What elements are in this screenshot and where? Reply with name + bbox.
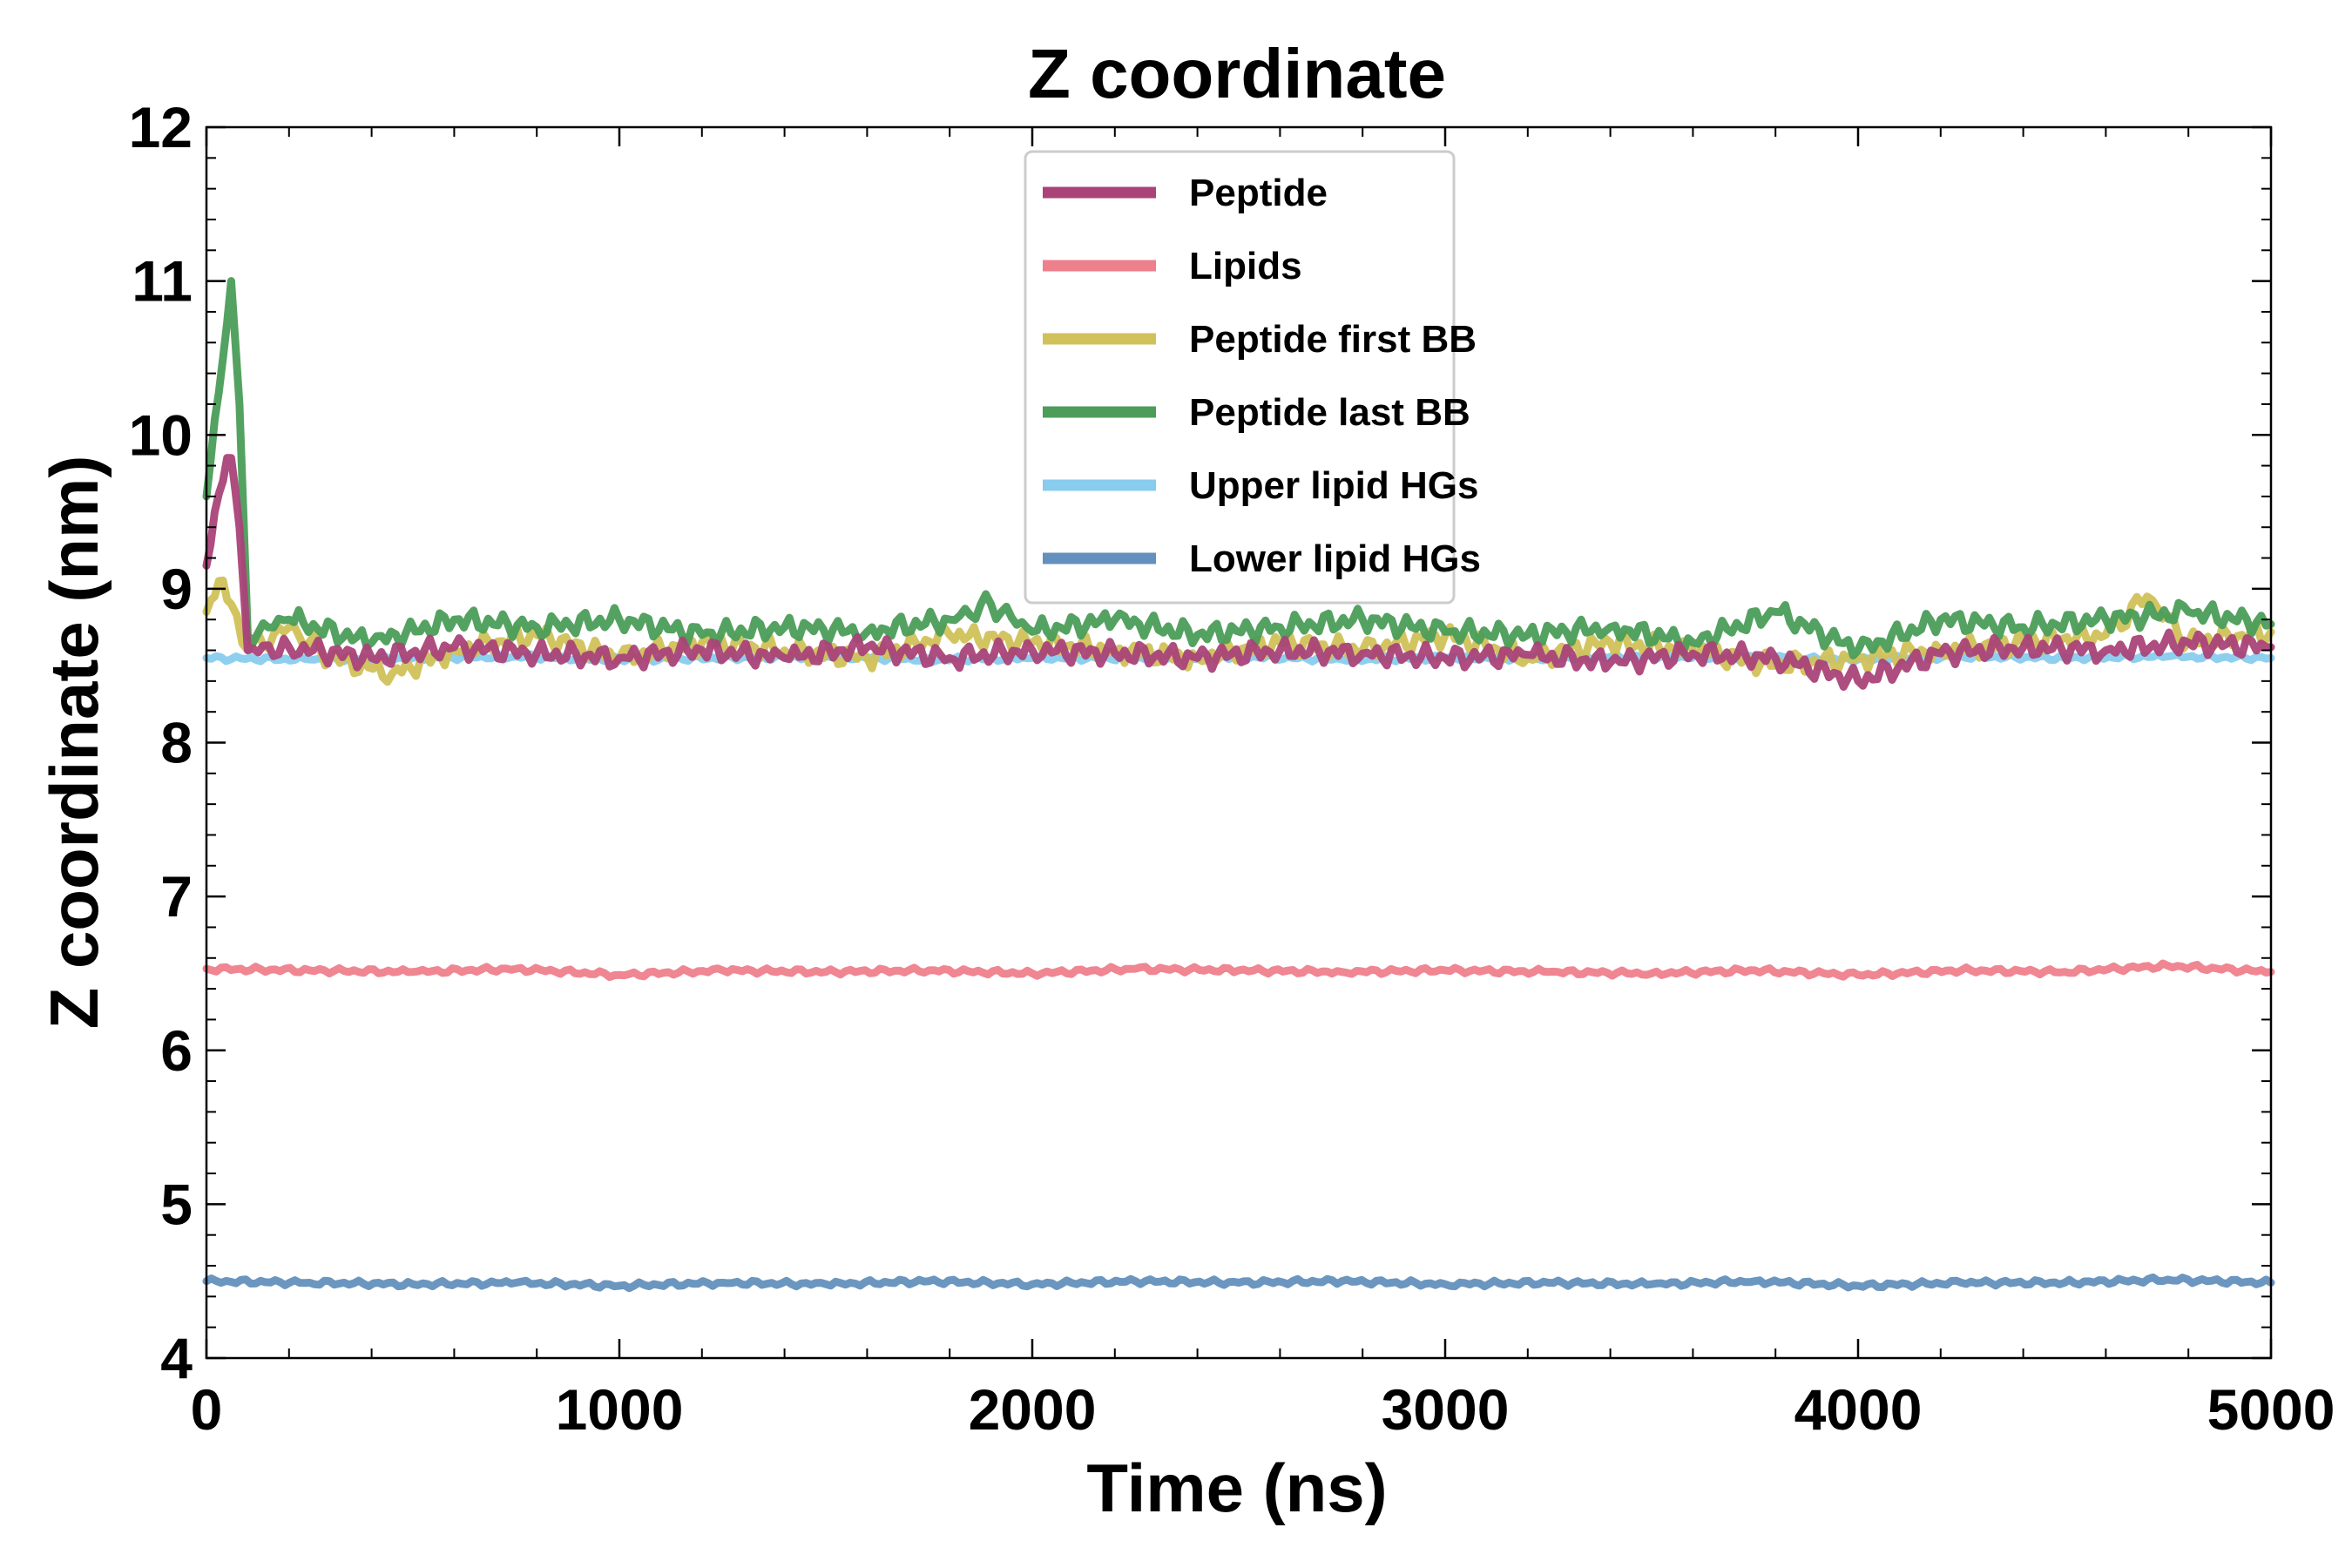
series-line-peptide-last-bb bbox=[202, 277, 2275, 659]
x-tick-label: 1000 bbox=[556, 1377, 684, 1442]
y-tick-label: 5 bbox=[160, 1172, 193, 1236]
series-line-lipids bbox=[202, 959, 2275, 982]
y-tick-label: 7 bbox=[160, 864, 193, 929]
ticks-layer bbox=[205, 125, 2273, 1360]
x-tick-label: 0 bbox=[191, 1377, 223, 1442]
y-tick-label: 9 bbox=[160, 557, 193, 621]
legend-label-peptide-last-bb: Peptide last BB bbox=[1189, 391, 1470, 434]
y-tick-label: 8 bbox=[160, 711, 193, 775]
legend-label-lipids: Lipids bbox=[1189, 245, 1302, 287]
plot-area bbox=[202, 125, 2275, 1360]
y-tick-label: 10 bbox=[129, 402, 193, 467]
y-axis-label: Z coordinate (nm) bbox=[36, 456, 112, 1030]
series-layer bbox=[202, 277, 2275, 1293]
y-tick-label: 12 bbox=[129, 95, 193, 159]
chart-title: Z coordinate bbox=[1028, 35, 1446, 112]
legend: Peptide Lipids Peptide first BB Peptide las… bbox=[1024, 150, 1481, 605]
series-line-lower-lipid-hgs bbox=[202, 1273, 2275, 1293]
legend-label-peptide-first-bb: Peptide first BB bbox=[1189, 318, 1477, 361]
series-line-peptide-first-bb bbox=[202, 576, 2275, 686]
x-axis-label: Time (ns) bbox=[1086, 1450, 1387, 1526]
legend-label-lower-lipid-hgs: Lower lipid HGs bbox=[1189, 537, 1481, 580]
legend-label-peptide: Peptide bbox=[1189, 172, 1328, 214]
legend-box bbox=[1024, 150, 1456, 605]
x-tick-label: 5000 bbox=[2207, 1377, 2335, 1442]
x-tick-label: 3000 bbox=[1382, 1377, 1510, 1442]
x-tick-label: 4000 bbox=[1794, 1377, 1923, 1442]
y-tick-label: 4 bbox=[160, 1326, 193, 1390]
legend-label-upper-lipid-hgs: Upper lipid HGs bbox=[1189, 464, 1478, 507]
y-tick-labels: 4 5 6 7 8 9 10 11 12 bbox=[129, 95, 193, 1390]
x-tick-label: 2000 bbox=[969, 1377, 1097, 1442]
y-tick-label: 11 bbox=[132, 249, 193, 314]
x-tick-labels: 0 1000 2000 3000 4000 5000 bbox=[191, 1377, 2335, 1442]
series-line-peptide bbox=[202, 454, 2275, 691]
y-tick-label: 6 bbox=[160, 1018, 193, 1083]
